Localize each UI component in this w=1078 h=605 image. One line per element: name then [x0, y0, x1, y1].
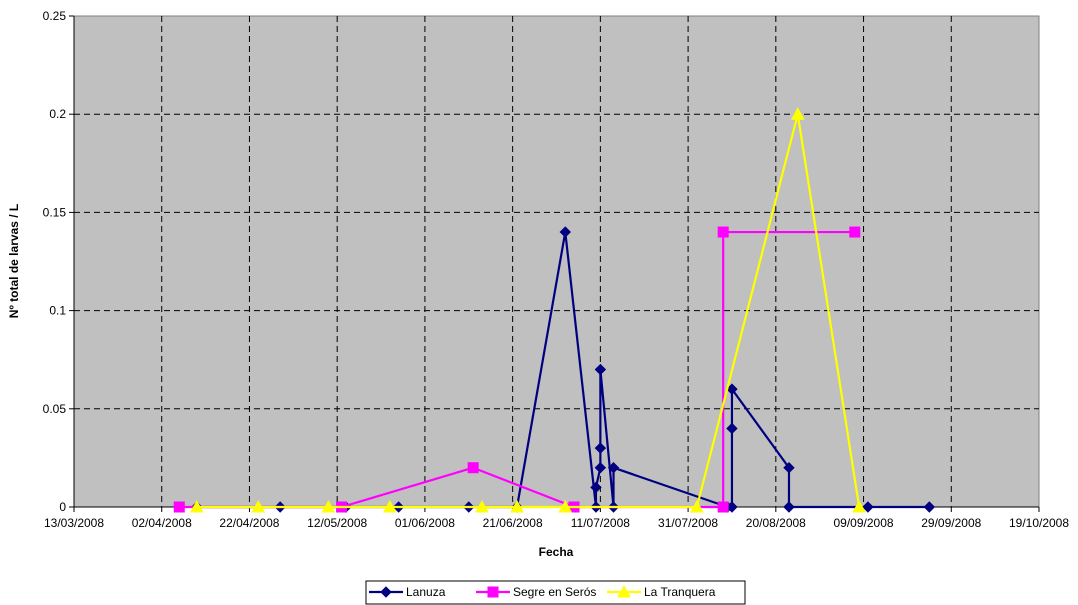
x-tick-label: 22/04/2008	[219, 516, 279, 530]
legend-label: Lanuza	[406, 585, 446, 599]
data-point-la-tranquera	[475, 499, 489, 513]
data-point-lanuza	[923, 501, 936, 513]
data-point-la-tranquera	[852, 499, 867, 513]
plot-area	[73, 15, 1040, 508]
legend-marker	[617, 584, 631, 598]
y-tick-label: 0	[59, 500, 66, 514]
series-line-la-tranquera	[196, 113, 861, 509]
data-point-lanuza	[590, 481, 602, 494]
legend-label: Segre en Serós	[513, 585, 596, 599]
x-tick-label: 19/10/2008	[1009, 516, 1069, 530]
data-point-lanuza	[594, 363, 607, 376]
y-tick-label: 0.05	[43, 402, 67, 416]
legend: Lanuza Segre en Serós La Tranquera	[365, 580, 746, 605]
series-la-tranquera	[189, 107, 867, 513]
y-tick-label: 0.25	[43, 9, 67, 23]
x-tick-label: 20/08/2008	[746, 516, 806, 530]
data-point-la-tranquera	[790, 107, 805, 120]
data-point-segre-en-seros	[849, 226, 861, 238]
y-tick-label: 0.1	[49, 304, 66, 318]
y-axis-ticks: 0 0.05 0.1 0.15 0.2 0.25	[43, 9, 75, 514]
data-point-lanuza	[783, 462, 795, 474]
x-tick-label: 31/07/2008	[658, 516, 718, 530]
x-tick-label: 12/05/2008	[307, 516, 367, 530]
legend-label: La Tranquera	[644, 585, 716, 599]
x-tick-label: 01/06/2008	[395, 516, 455, 530]
legend-marker	[380, 586, 392, 598]
series-layer	[173, 107, 936, 513]
data-point-lanuza	[594, 442, 607, 454]
data-point-la-tranquera	[321, 499, 336, 513]
data-point-segre-en-seros	[467, 462, 479, 474]
data-point-la-tranquera	[558, 499, 573, 513]
legend-item-la-tranquera: La Tranquera	[607, 584, 716, 599]
legend-box	[365, 580, 746, 605]
data-point-segre-en-seros	[173, 501, 185, 513]
y-tick-label: 0.2	[49, 107, 66, 121]
x-axis-title: Fecha	[539, 545, 574, 559]
grid	[74, 16, 1039, 507]
y-tick-label: 0.15	[43, 205, 67, 219]
x-tick-label: 09/09/2008	[834, 516, 894, 530]
data-point-lanuza	[862, 501, 874, 513]
data-point-lanuza	[559, 226, 571, 238]
x-tick-label: 13/03/2008	[44, 516, 104, 530]
legend-item-segre-en-seros: Segre en Serós	[476, 585, 596, 599]
legend-item-lanuza: Lanuza	[369, 585, 446, 599]
data-point-la-tranquera	[510, 499, 524, 513]
data-point-segre-en-seros	[717, 226, 729, 238]
data-point-la-tranquera	[690, 499, 704, 513]
data-point-lanuza	[783, 501, 795, 513]
data-point-segre-en-seros	[717, 501, 729, 513]
legend-marker	[487, 586, 499, 598]
data-point-lanuza	[726, 422, 738, 435]
legend-items: Lanuza Segre en Serós La Tranquera	[369, 584, 716, 599]
data-point-lanuza	[607, 462, 620, 474]
y-axis-title: Nº total de larvas / L	[7, 204, 21, 318]
data-point-la-tranquera	[251, 499, 266, 513]
data-point-lanuza	[594, 462, 607, 474]
x-tick-label: 29/09/2008	[921, 516, 981, 530]
data-point-la-tranquera	[382, 499, 397, 513]
x-tick-label: 21/06/2008	[483, 516, 543, 530]
data-point-la-tranquera	[189, 499, 204, 513]
x-tick-label: 02/04/2008	[132, 516, 192, 530]
x-tick-label: 11/07/2008	[571, 516, 630, 530]
